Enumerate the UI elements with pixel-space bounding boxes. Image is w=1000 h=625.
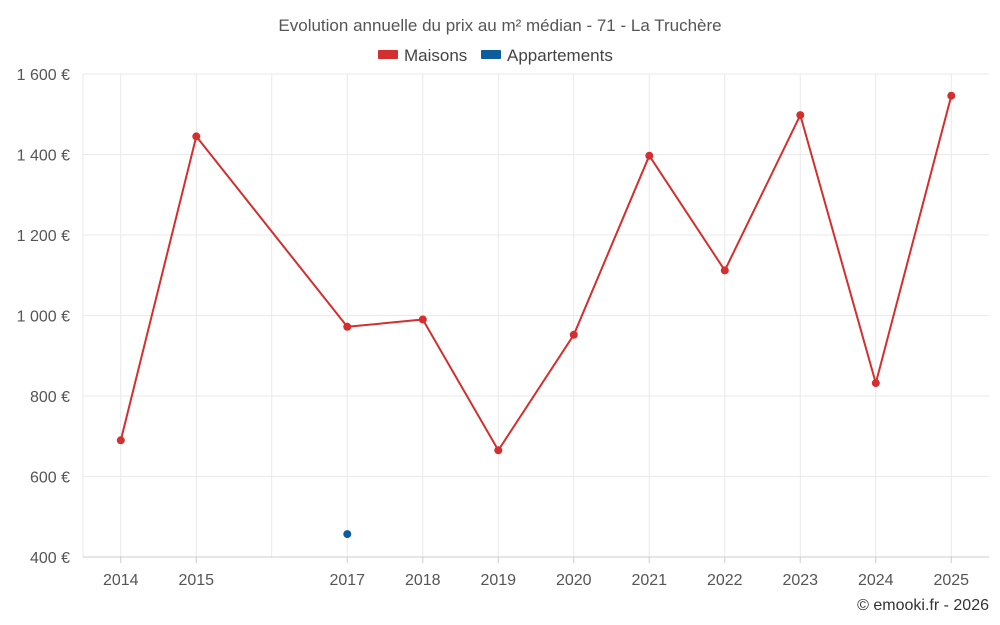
data-point-maisons[interactable] (343, 322, 352, 331)
data-point-maisons[interactable] (192, 132, 201, 141)
data-point-maisons[interactable] (947, 91, 956, 100)
x-tick-label: 2025 (933, 572, 969, 589)
data-point-maisons[interactable] (645, 151, 654, 160)
data-point-maisons[interactable] (569, 330, 578, 339)
grid (82, 73, 989, 557)
data-point-maisons[interactable] (796, 111, 805, 120)
data-point-maisons[interactable] (494, 446, 503, 455)
series-line-maisons (119, 95, 953, 452)
y-axis: 400 € 600 € 800 € 1 000 € 1 200 € 1 400 € 1 60… (17, 67, 70, 567)
y-tick-label: 600 € (30, 470, 70, 487)
credit-text: © emooki.fr - 2026 (857, 597, 989, 614)
y-tick-label: 1 400 € (17, 148, 70, 165)
chart-title: Evolution annuelle du prix au m² médian … (278, 16, 721, 35)
y-tick-label: 400 € (30, 550, 70, 567)
x-tick-label: 2017 (329, 572, 365, 589)
x-axis: 2014 2015 2017 2018 2019 2020 2021 2022 2023 2024… (83, 556, 989, 589)
legend: Maisons Appartements (378, 46, 613, 65)
y-tick-label: 1 600 € (17, 67, 70, 84)
x-tick-label: 2021 (631, 572, 667, 589)
x-tick-label: 2018 (405, 572, 441, 589)
x-tick-label: 2024 (858, 572, 894, 589)
x-tick-label: 2014 (103, 572, 139, 589)
data-point-maisons[interactable] (720, 266, 729, 275)
legend-label-appartements: Appartements (507, 46, 613, 65)
legend-swatch-maisons (378, 50, 398, 59)
data-point-appartements[interactable] (343, 530, 352, 539)
data-point-maisons[interactable] (116, 436, 125, 445)
legend-label-maisons: Maisons (404, 46, 467, 65)
y-tick-label: 1 200 € (17, 228, 70, 245)
x-tick-label: 2022 (707, 572, 743, 589)
legend-item-maisons[interactable]: Maisons (378, 46, 467, 65)
x-tick-label: 2015 (178, 572, 214, 589)
x-tick-label: 2023 (782, 572, 818, 589)
legend-swatch-appartements (481, 50, 501, 59)
legend-item-appartements[interactable]: Appartements (481, 46, 613, 65)
data-point-maisons[interactable] (418, 315, 427, 324)
data-point-maisons[interactable] (871, 379, 880, 388)
y-tick-label: 1 000 € (17, 309, 70, 326)
y-tick-label: 800 € (30, 389, 70, 406)
x-tick-label: 2019 (480, 572, 516, 589)
series-layer (116, 91, 956, 539)
x-tick-label: 2020 (556, 572, 592, 589)
